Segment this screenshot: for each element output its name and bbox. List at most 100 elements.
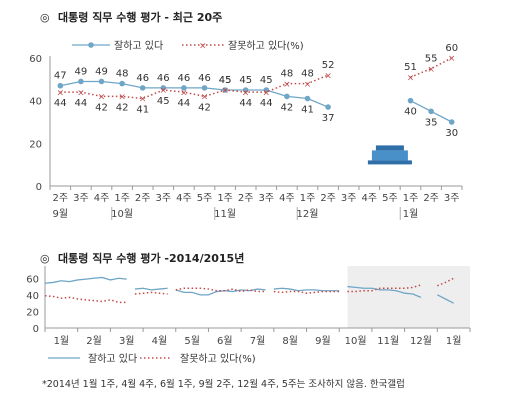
chart1-disapprove-point: × [180,88,188,98]
chart1-disapprove-data-label: 42 [95,102,108,113]
chart2-legend-disapprove-label: 잘못하고 있다(%) [180,352,256,365]
chart1-x-tick-label: 1주 [217,193,233,204]
chart1-approve-data-label: 47 [54,71,67,82]
chart1-legend-disapprove-marker: × [199,42,207,52]
chart1-x-tick-label: 5주 [382,193,398,204]
chart1-approve-data-label: 45 [239,75,252,86]
chart2-title-mark: ◎ [40,252,50,265]
chart1-approve-point [325,104,331,110]
chart2-y-tick-label: 20 [26,307,39,318]
chart1-y-tick-label: 20 [29,139,42,150]
chart1-x-tick-label: 4주 [362,193,378,204]
chart1-approve-point [448,119,455,125]
chart1-approve-line [60,80,329,108]
chart1-approve-data-label: 48 [116,69,129,80]
chart1-legend-disapprove-label: 잘못하고 있다(%) [228,39,304,52]
chart1-x-tick-label: 3주 [156,193,172,204]
chart1-disapprove-point: × [139,95,147,105]
blue-house-icon [371,150,408,161]
chart1-disapprove-data-label: 44 [239,98,252,109]
chart2-x-tick-label: 9월 [315,335,331,347]
chart1-approve-point [139,85,146,91]
chart2-approve-line [134,287,168,291]
chart2-shaded-region [347,266,470,328]
chart1-disapprove-point: × [304,80,312,90]
chart2-x-tick-label: 1월 [446,335,462,347]
chart1-disapprove-line [60,74,329,100]
chart2-x-tick-label: 6월 [217,335,233,347]
chart1-approve-data-label: 42 [281,102,294,113]
chart1-disapprove-point: × [57,88,65,98]
chart2-x-tick-label: 1월 [54,335,70,347]
chart1-x-tick-label: 3주 [341,193,357,204]
chart1-approve-point [428,108,434,115]
chart1-legend: 잘하고 있다 × 잘못하고 있다(%) [72,39,304,52]
chart1-approve-data-label: 30 [445,128,458,139]
chart1-disapprove-data-label: 42 [198,102,211,113]
chart1-disapprove-data-label: 55 [425,54,438,65]
chart2-title: 대통령 직무 수행 평가 -2014/2015년 [58,251,244,265]
chart2-disapprove-line [44,294,127,304]
chart1-approve-data-label: 40 [404,107,417,118]
chart1-disapprove-data-label: 48 [281,69,294,80]
chart2-disapprove-line [437,277,454,287]
chart2-approve-line [347,285,422,298]
chart1-x-tick-label: 1주 [300,193,316,204]
chart2-legend: 잘하고 있다 잘못하고 있다(%) [48,352,256,365]
chart2-x-tick-label: 3월 [119,335,135,347]
chart1-disapprove-data-label: 44 [75,98,88,109]
chart1-disapprove-point: × [77,88,85,98]
blue-house-icon-roof [375,145,404,151]
chart2-x-tick-label: 5월 [184,335,200,347]
chart1-disapprove-point: × [98,93,106,103]
chart1-x-tick-label: 2주 [53,193,69,204]
chart1-disapprove-data-label: 60 [445,43,458,54]
chart1-x-tick-label: 2주 [135,193,151,204]
chart1-disapprove-point: × [242,88,250,98]
chart1-disapprove-point: × [324,71,332,81]
chart1-disapprove-data-label: 44 [260,98,273,109]
chart2-y-tick-label: 60 [26,274,39,285]
chart1-disapprove-data-label: 42 [116,102,129,113]
chart1-approve-data-label: 45 [219,75,232,86]
chart2-x-tick-label: 2월 [86,335,102,347]
chart1-disapprove-point: × [427,65,435,75]
chart1-disapprove-point: × [283,80,291,90]
chart1-approve-point [57,82,64,89]
chart1-disapprove-data-label: 52 [322,60,335,71]
footnote: *2014년 1월 1주, 4월 4주, 6월 1주, 9월 2주, 12월 4… [42,378,405,390]
blue-house-icon-base [367,160,412,165]
chart1-disapprove-point: × [118,93,126,103]
chart1-approve-point [119,80,125,87]
chart1-approve-point [160,85,167,91]
chart1-y-tick-label: 60 [29,54,42,65]
chart2-x-tick-label: 4월 [152,335,168,347]
chart1-month-label: 9월 [53,208,69,220]
chart1-approve-data-label: 37 [322,113,335,124]
chart1-title-mark: ◎ [40,11,50,24]
chart1-x-tick-label: 3주 [444,193,460,204]
chart1-title: 대통령 직무 수행 평가 - 최근 20주 [58,10,222,24]
chart1-approve-point [304,95,311,102]
chart2-disapprove-line [134,291,168,295]
chart1-approve-point [242,87,249,93]
chart2-disapprove-line [273,290,340,294]
chart2-x-tick-label: 8월 [282,335,298,347]
chart1-disapprove-point: × [263,88,271,98]
chart1-disapprove-data-label: 45 [157,96,170,107]
chart1-approve-data-label: 49 [95,66,108,77]
chart1-approve-data-label: 45 [260,75,273,86]
chart1-approve-point [407,97,414,104]
chart1-approve-data-label: 46 [178,73,191,84]
chart1-approve-data-label: 35 [425,117,438,128]
chart1-disapprove-data-label: 51 [404,62,417,73]
chart-marks: 0 20 40 60 2주 3주 4주 1주 2주 3주 4주 5주 1주 2주 3주 4주 1주 2주 3주 4주 5… [26,43,471,347]
chart1-month-label: 10월 [111,208,133,220]
chart1-disapprove-point: × [221,86,229,96]
chart1-approve-point [284,93,290,100]
chart1-y-tick-label: 40 [29,97,42,108]
chart1-x-tick-label: 1주 [114,193,130,204]
chart1-x-tick-label: 5주 [197,193,213,204]
